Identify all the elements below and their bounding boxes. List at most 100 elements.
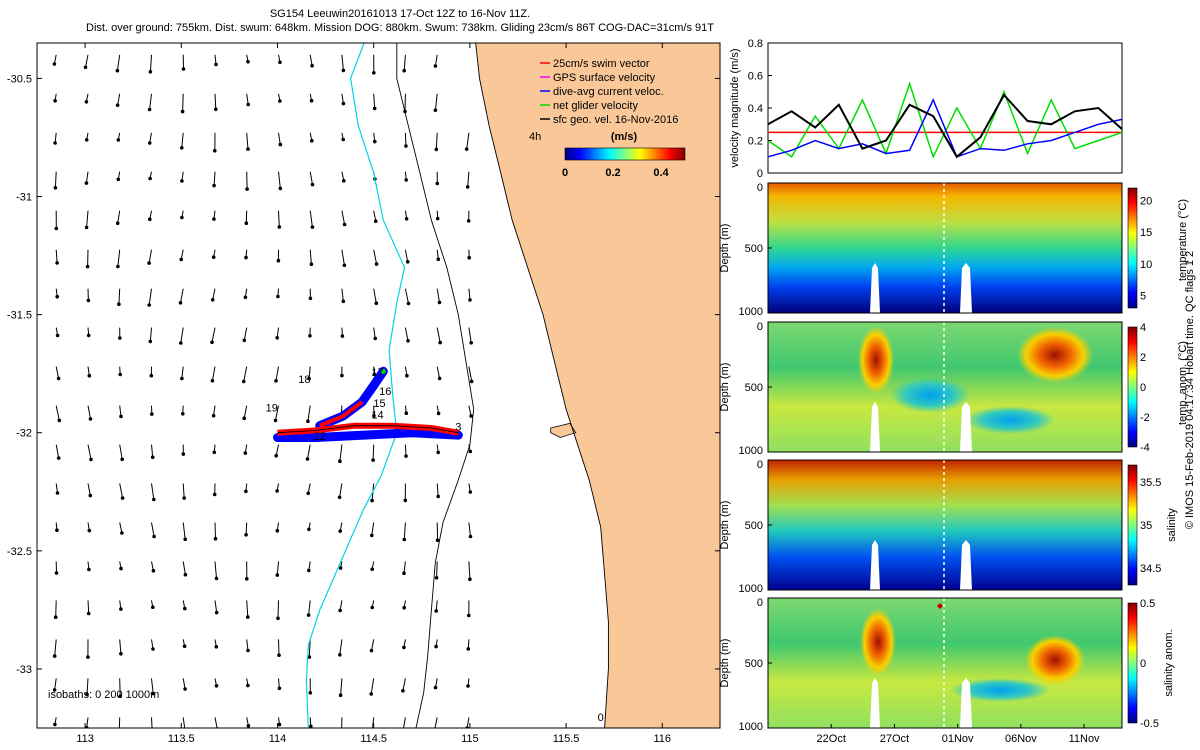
geo-vector-arrow [466, 132, 470, 150]
net-glider-marker [380, 368, 386, 374]
track-line [277, 425, 459, 434]
depth-tick-label: 0 [757, 182, 763, 194]
geo-vector-arrow [87, 444, 92, 460]
geo-vector-head [178, 301, 183, 305]
geo-vector-head [214, 576, 219, 581]
geo-vector-head [242, 416, 246, 421]
geo-vector-arrow [214, 561, 217, 579]
geo-vector-arrow [436, 327, 441, 343]
geo-vector-head [434, 644, 438, 649]
day-label: 18 [298, 374, 310, 386]
geo-vector-head [309, 724, 313, 728]
depth-tick-label: 1000 [739, 583, 763, 595]
geo-vector-head [465, 185, 470, 189]
geo-vector-head [436, 257, 441, 262]
geo-vector-arrow [309, 210, 313, 228]
geo-vector-head [120, 531, 124, 535]
velocity-series-line [767, 93, 1123, 159]
geo-vector-arrow [213, 171, 216, 186]
geo-vector-head [116, 177, 121, 182]
geo-vector-arrow [404, 288, 409, 304]
geo-vector-arrow [85, 171, 89, 184]
geo-vector-head [469, 414, 473, 418]
geo-vector-head [278, 60, 282, 65]
geo-vector-head [181, 67, 186, 71]
geo-vector-head [244, 533, 248, 537]
geo-vector-head [86, 333, 91, 338]
geo-vector-arrow [245, 522, 248, 535]
geo-vector-head [214, 107, 218, 112]
colorbar-tick-label: 0 [1140, 382, 1146, 394]
geo-vector-head [401, 731, 405, 735]
section-colorbar [1127, 464, 1138, 586]
geo-vector-arrow [246, 600, 249, 618]
geo-vector-head [55, 528, 59, 532]
geo-vector-head [340, 334, 345, 338]
geo-vector-head [338, 693, 343, 697]
geo-vector-head [278, 99, 282, 103]
data-gap [960, 540, 972, 590]
temp-anom-cool-patch [890, 377, 970, 413]
geo-vector-head [370, 605, 375, 610]
geo-vector-head [214, 62, 218, 67]
isobaths-label: isobaths: 0 200 1000m [48, 689, 159, 701]
geo-vector-head [402, 537, 407, 542]
geo-vector-head [274, 453, 279, 458]
geo-vector-head [406, 339, 410, 343]
colorbar-tick-label: 20 [1140, 196, 1152, 208]
geo-vector-head [180, 179, 184, 183]
geo-vector-arrow [436, 288, 440, 303]
geo-vector-head [87, 528, 92, 533]
geo-vector-arrow [149, 93, 152, 110]
geo-vector-arrow [119, 483, 124, 499]
geo-vector-head [273, 418, 278, 423]
geo-vector-head [437, 376, 442, 381]
geo-vector-head [53, 615, 58, 619]
geo-vector-arrow [243, 405, 248, 419]
geo-vector-head [276, 258, 281, 263]
geo-vector-arrow [275, 444, 279, 456]
depth-tick-label: 500 [745, 520, 763, 532]
geo-vector-head [467, 255, 472, 260]
colorbar-tick-label: 34.5 [1140, 563, 1161, 575]
geo-vector-arrow [148, 249, 152, 264]
temperature-panel: Depth (m) temperature (°C) [719, 183, 1189, 313]
geo-vector-head [147, 107, 152, 112]
geo-vector-head [212, 183, 216, 188]
geo-vector-arrow [87, 483, 91, 496]
geo-vector-arrow [309, 54, 313, 66]
data-gap [960, 263, 972, 313]
geo-vector-head [243, 295, 248, 300]
geo-vector-arrow [341, 210, 346, 225]
geo-vector-arrow [339, 639, 343, 655]
colorbar-tick-label: 35.5 [1140, 477, 1161, 489]
geo-vector-head [87, 373, 92, 378]
geo-vector-head [151, 568, 156, 573]
time-tick-label: 22Oct [817, 733, 846, 745]
legend-label: 25cm/s swim vector [553, 58, 650, 70]
geo-vector-head [307, 527, 311, 532]
geo-vector-arrow [118, 288, 121, 305]
geo-vector-arrow [211, 366, 216, 381]
geo-vector-head [277, 225, 282, 229]
data-gap [870, 263, 880, 313]
geo-vector-head [369, 648, 374, 653]
geo-vector-arrow [373, 327, 376, 339]
geo-vector-head [402, 571, 406, 575]
geo-vector-head [433, 108, 438, 112]
temp-anom-warm-eddy-2 [1017, 327, 1093, 383]
geo-vector-arrow [181, 366, 184, 379]
geo-vector-head [83, 65, 88, 70]
geo-vector-head [404, 454, 408, 458]
depth-tick-label: 500 [745, 658, 763, 670]
colorbar-tick-label: 5 [1140, 290, 1146, 302]
geo-vector-arrow [243, 327, 248, 341]
geo-vector-head [310, 63, 314, 68]
geo-vector-arrow [434, 717, 438, 728]
geo-vector-arrow [275, 405, 279, 421]
geo-vector-arrow [468, 561, 471, 580]
salinity-anom-cblabel: salinity anom. [1163, 629, 1175, 696]
geo-vector-head [436, 450, 441, 455]
